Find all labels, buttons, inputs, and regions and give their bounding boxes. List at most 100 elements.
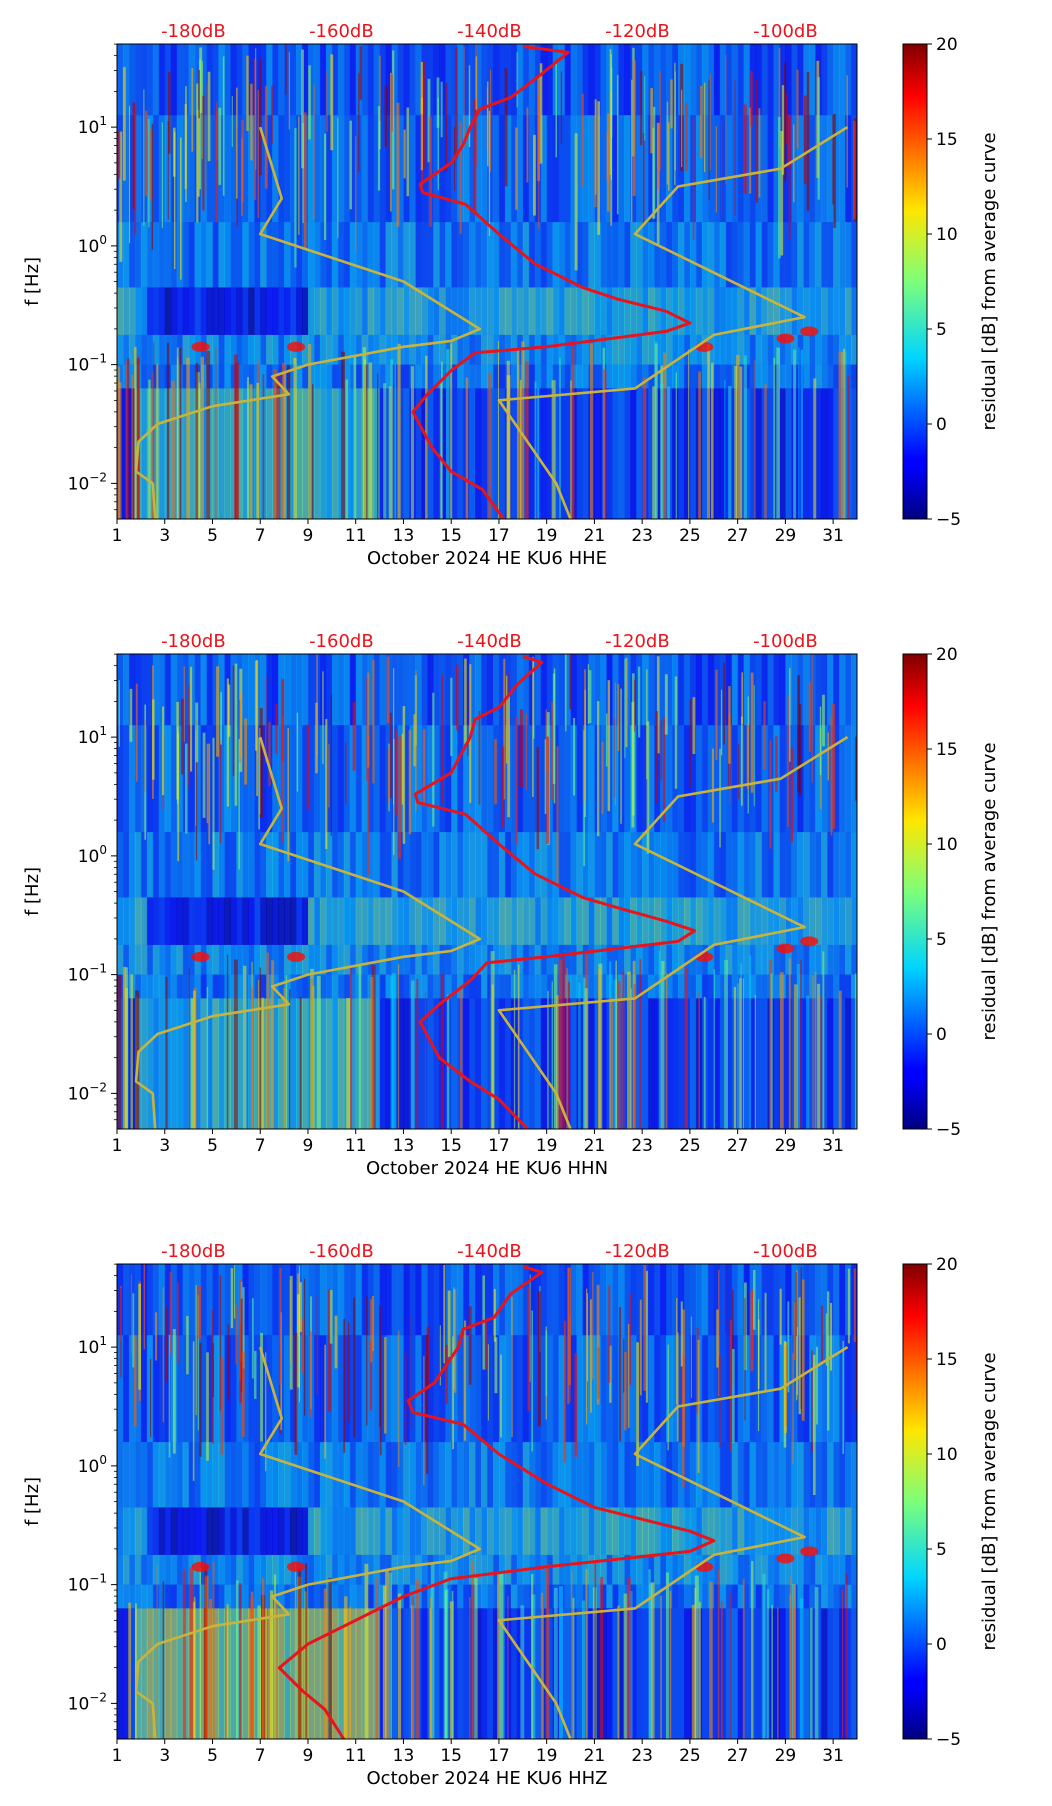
x-tick-label: 19 bbox=[536, 1746, 558, 1766]
x-tick-label: 11 bbox=[345, 1136, 367, 1156]
colorbar-gradient bbox=[902, 653, 928, 1130]
x-tick-label: 7 bbox=[255, 1746, 266, 1766]
x-tick-label: 31 bbox=[822, 1136, 844, 1156]
nlnm-curve bbox=[134, 126, 482, 519]
nlnm-curve bbox=[134, 1346, 482, 1739]
average-psd-curve bbox=[411, 44, 692, 519]
y-tick-label: 100 bbox=[78, 1453, 107, 1477]
average-psd-curve bbox=[277, 1264, 716, 1739]
y-axis-label: f [Hz] bbox=[22, 257, 43, 306]
x-tick-label: 29 bbox=[775, 526, 797, 546]
x-tick-label: 11 bbox=[345, 526, 367, 546]
y-tick-label: 101 bbox=[78, 1334, 107, 1358]
heatmap bbox=[117, 654, 857, 1129]
colorbar-tick-label: 5 bbox=[936, 930, 947, 950]
x-tick-label: 9 bbox=[303, 1136, 314, 1156]
x-tick-label: 1 bbox=[112, 526, 123, 546]
colorbar-label: residual [dB] from average curve bbox=[979, 1352, 1000, 1650]
x-tick-label: 17 bbox=[488, 526, 510, 546]
x-tick-label: 25 bbox=[679, 1746, 701, 1766]
top-db-label: -160dB bbox=[309, 631, 374, 652]
x-tick-label: 15 bbox=[440, 526, 462, 546]
colorbar-tick-label: 10 bbox=[936, 225, 958, 245]
x-tick-label: 19 bbox=[536, 526, 558, 546]
x-tick-label: 13 bbox=[393, 1746, 415, 1766]
x-tick-label: 9 bbox=[303, 526, 314, 546]
x-tick-label: 7 bbox=[255, 1136, 266, 1156]
colorbar-tick-label: 20 bbox=[936, 645, 958, 665]
x-axis-label: October 2024 HE KU6 HHE bbox=[367, 548, 607, 569]
x-tick-label: 17 bbox=[488, 1136, 510, 1156]
x-tick-label: 25 bbox=[679, 1136, 701, 1156]
average-psd-curve bbox=[413, 654, 697, 1129]
x-tick-label: 27 bbox=[727, 1746, 749, 1766]
y-tick-label: 101 bbox=[78, 114, 107, 138]
y-tick-label: 10−2 bbox=[68, 1080, 107, 1104]
y-tick-label: 10−1 bbox=[68, 962, 107, 986]
colorbar-tick-label: 10 bbox=[936, 835, 958, 855]
heatmap bbox=[117, 1264, 857, 1739]
top-db-label: -120dB bbox=[605, 21, 670, 42]
x-tick-label: 21 bbox=[584, 526, 606, 546]
top-db-label: -140dB bbox=[457, 1241, 522, 1262]
x-tick-label: 5 bbox=[207, 1136, 218, 1156]
colorbar-tick-label: −5 bbox=[936, 1730, 961, 1750]
colorbar-tick-label: 20 bbox=[936, 1255, 958, 1275]
top-db-label: -100dB bbox=[753, 631, 818, 652]
top-db-label: -100dB bbox=[753, 1241, 818, 1262]
colorbar-label: residual [dB] from average curve bbox=[979, 132, 1000, 430]
x-axis-label: October 2024 HE KU6 HHZ bbox=[367, 1768, 608, 1789]
x-tick-label: 23 bbox=[631, 1136, 653, 1156]
x-tick-label: 13 bbox=[393, 1136, 415, 1156]
y-axis-label: f [Hz] bbox=[22, 1477, 43, 1526]
x-tick-label: 1 bbox=[112, 1136, 123, 1156]
colorbar-tick-label: 0 bbox=[936, 1025, 947, 1045]
colorbar-tick-label: −5 bbox=[936, 1120, 961, 1140]
x-tick-label: 15 bbox=[440, 1746, 462, 1766]
top-db-label: -120dB bbox=[605, 631, 670, 652]
top-db-label: -120dB bbox=[605, 1241, 670, 1262]
x-axis-label: October 2024 HE KU6 HHN bbox=[366, 1158, 608, 1179]
x-tick-label: 11 bbox=[345, 1746, 367, 1766]
top-db-label: -160dB bbox=[309, 1241, 374, 1262]
x-tick-label: 31 bbox=[822, 526, 844, 546]
x-tick-label: 27 bbox=[727, 526, 749, 546]
heatmap bbox=[117, 44, 857, 519]
x-tick-label: 29 bbox=[775, 1136, 797, 1156]
x-tick-label: 25 bbox=[679, 526, 701, 546]
x-tick-label: 21 bbox=[584, 1746, 606, 1766]
x-tick-label: 5 bbox=[207, 526, 218, 546]
y-tick-label: 10−2 bbox=[68, 1690, 107, 1714]
y-axis-label: f [Hz] bbox=[22, 867, 43, 916]
x-tick-label: 3 bbox=[159, 1746, 170, 1766]
colorbar-gradient bbox=[902, 1263, 928, 1740]
y-tick-label: 10−2 bbox=[68, 470, 107, 494]
colorbar-tick-label: 5 bbox=[936, 320, 947, 340]
y-tick-label: 100 bbox=[78, 233, 107, 257]
x-tick-label: 31 bbox=[822, 1746, 844, 1766]
colorbar-tick-label: 0 bbox=[936, 415, 947, 435]
colorbar-label: residual [dB] from average curve bbox=[979, 742, 1000, 1040]
top-db-label: -160dB bbox=[309, 21, 374, 42]
colorbar-tick-label: 20 bbox=[936, 35, 958, 55]
x-tick-label: 1 bbox=[112, 1746, 123, 1766]
colorbar-tick-label: 15 bbox=[936, 130, 958, 150]
colorbar-tick-label: −5 bbox=[936, 510, 961, 530]
top-db-label: -140dB bbox=[457, 631, 522, 652]
top-db-label: -180dB bbox=[161, 21, 226, 42]
x-tick-label: 5 bbox=[207, 1746, 218, 1766]
nhnm-curve bbox=[497, 1345, 849, 1739]
x-tick-label: 23 bbox=[631, 526, 653, 546]
x-tick-label: 3 bbox=[159, 1136, 170, 1156]
y-tick-label: 100 bbox=[78, 843, 107, 867]
top-db-label: -100dB bbox=[753, 21, 818, 42]
x-tick-label: 7 bbox=[255, 526, 266, 546]
x-tick-label: 15 bbox=[440, 1136, 462, 1156]
y-tick-label: 101 bbox=[78, 724, 107, 748]
colorbar-gradient bbox=[902, 43, 928, 520]
x-tick-label: 9 bbox=[303, 1746, 314, 1766]
colorbar-tick-label: 15 bbox=[936, 740, 958, 760]
